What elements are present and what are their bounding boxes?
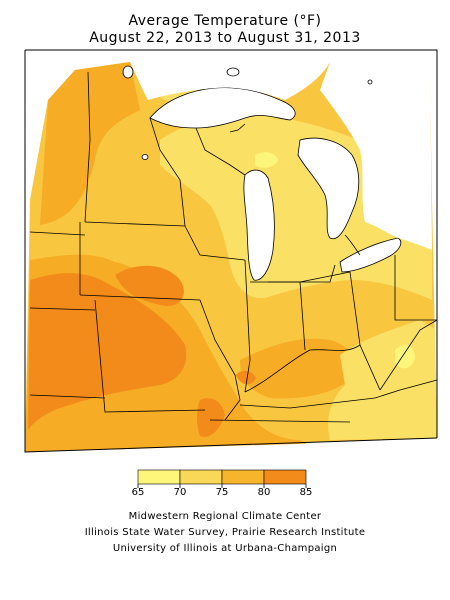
credit-isws: Illinois State Water Survey, Prairie Res… <box>84 527 366 538</box>
lake-huron <box>297 137 360 240</box>
map-date-range: August 22, 2013 to August 31, 2013 <box>89 30 361 46</box>
legend-tick-label-4: 85 <box>299 487 313 498</box>
frame-top-right <box>25 49 438 438</box>
map-title: Average Temperature (°F) <box>128 13 322 29</box>
legend-swatch-0 <box>137 469 181 485</box>
legend-tick-label-0: 65 <box>131 487 145 498</box>
state-boundaries <box>29 71 438 423</box>
zone-65-70-michigan <box>255 152 278 168</box>
legend-swatch-1 <box>179 469 223 485</box>
frame-left-bottom <box>24 50 438 453</box>
zone-80-85-ohio-valley <box>240 338 354 399</box>
lake-erie <box>339 237 402 273</box>
credit-mrcc: Midwestern Regional Climate Center <box>128 511 322 522</box>
legend-tick-label-1: 70 <box>173 487 187 498</box>
legend-swatch-2 <box>221 469 265 485</box>
legend-color-bar <box>137 469 307 488</box>
zone-65-70-appalachia <box>395 344 415 369</box>
lake-michigan <box>243 169 275 281</box>
legend-swatch-3 <box>263 469 307 485</box>
canada-north-region <box>130 62 330 100</box>
canada-east-region <box>320 62 432 250</box>
credit-uiuc: University of Illinois at Urbana-Champai… <box>112 543 338 554</box>
islands <box>122 65 373 160</box>
zone-85-plus-iowa <box>115 265 184 306</box>
zone-85-plus-south <box>197 398 225 437</box>
zone-85-plus-river <box>236 370 256 385</box>
legend-tick-label-3: 80 <box>257 487 271 498</box>
legend-tick-label-2: 75 <box>215 487 229 498</box>
zone-85-plus-plains <box>28 273 187 430</box>
